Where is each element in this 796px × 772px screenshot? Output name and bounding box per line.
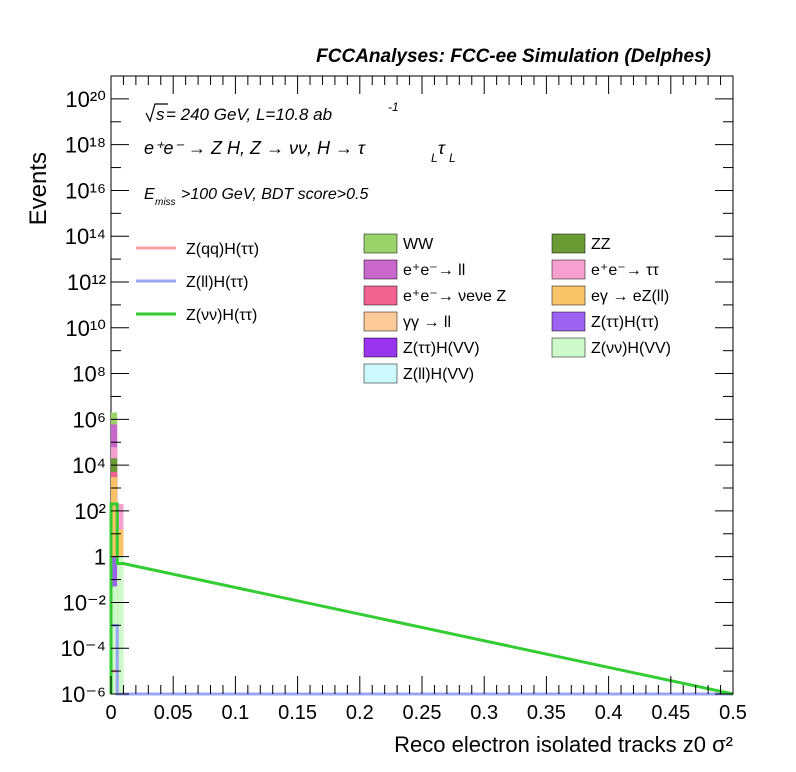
legend-bg-label: Z(ττ)H(VV) (403, 340, 480, 357)
legend-bg-label: WW (403, 236, 434, 253)
y-tick-label: 10⁻⁶ (61, 682, 106, 707)
y-tick-label: 10¹⁶ (65, 178, 106, 203)
legend-bg-label: Z(ττ)H(ττ) (591, 314, 659, 331)
cut-prefix: E (144, 186, 155, 203)
process-text: e⁺e⁻ → Z H, Z → νν, H → τ (144, 138, 366, 158)
legend: Z(qq)H(ττ) Z(ll)H(ττ) Z(νν)H(ττ) WW ZZ e⁺e⁻→ … (136, 233, 671, 384)
legend-bg-label: Z(νν)H(VV) (591, 340, 671, 357)
process-annotation: e⁺e⁻ → Z H, Z → νν, H → τ L τ L (144, 138, 456, 165)
legend-bg-label: e⁺e⁻→ ll (403, 262, 465, 279)
x-axis-title: Reco electron isolated tracks z0 σ² (394, 732, 733, 757)
y-tick-label: 10⁸ (72, 362, 106, 387)
legend-signal-label: Z(qq)H(ττ) (186, 241, 259, 258)
x-tick-label: 0.15 (278, 702, 317, 724)
legend-bg-swatch (551, 259, 586, 280)
process-sub2: L (449, 151, 456, 165)
legend-bg-swatch (551, 233, 586, 254)
y-tick-label: 10² (74, 499, 106, 524)
legend-bg-label: e⁺e⁻→ ττ (591, 262, 659, 279)
legend-bg-swatch (363, 311, 398, 332)
x-tick-label: 0.45 (651, 702, 690, 724)
legend-bg-label: Z(ll)H(VV) (403, 366, 474, 383)
legend-signal-label: Z(νν)H(ττ) (186, 307, 257, 324)
legend-bg-label: ZZ (591, 236, 611, 253)
y-axis-ticks: 10⁻⁶ 10⁻⁴ 10⁻² 1 10² 10⁴ 10⁶ 10⁸ 10¹⁰ 10¹² 10¹⁴ 10¹… (60, 75, 733, 707)
legend-bg-swatch (363, 233, 398, 254)
y-tick-label: 10¹² (67, 270, 106, 295)
y-tick-label: 10⁻⁴ (60, 636, 106, 661)
legend-bg-label: γγ → ll (403, 314, 451, 331)
y-axis-title: Events (25, 152, 52, 225)
x-tick-label: 0.5 (719, 702, 747, 724)
plot-frame (110, 75, 734, 695)
energy-text: = 240 GeV, L=10.8 ab (166, 105, 332, 124)
y-tick-label: 10¹⁰ (65, 316, 106, 341)
legend-bg-swatch (363, 337, 398, 358)
energy-prefix: s (156, 105, 165, 124)
y-tick-label: 1 (94, 545, 106, 570)
energy-annotation: s = 240 GeV, L=10.8 ab -1 (145, 100, 399, 124)
legend-bg-swatch (363, 285, 398, 306)
energy-exponent: -1 (388, 100, 399, 114)
y-tick-label: 10¹⁸ (65, 133, 106, 158)
cut-annotation: E miss >100 GeV, BDT score>0.5 (144, 186, 368, 208)
legend-bg-swatch (551, 337, 586, 358)
y-tick-label: 10⁶ (72, 407, 106, 432)
legend-bg-label: e⁺e⁻→ νeνe Z (403, 288, 506, 305)
x-tick-label: 0.05 (154, 702, 193, 724)
legend-signal-label: Z(ll)H(ττ) (186, 274, 248, 291)
x-tick-label: 0.35 (527, 702, 566, 724)
x-tick-label: 0.25 (403, 702, 442, 724)
process-sub1: L (431, 151, 438, 165)
signal-lines (109, 502, 734, 696)
y-tick-label: 10¹⁴ (65, 224, 106, 249)
legend-bg-swatch (551, 285, 586, 306)
legend-bg-swatch (551, 311, 586, 332)
signal-line (109, 502, 734, 696)
cut-sub: miss (155, 197, 176, 208)
bar-segment (111, 586, 118, 694)
x-tick-label: 0.3 (470, 702, 498, 724)
chart-title: FCCAnalyses: FCC-ee Simulation (Delphes) (316, 46, 711, 67)
y-tick-label: 10²⁰ (65, 87, 106, 112)
legend-bg-swatch (363, 363, 398, 384)
x-tick-label: 0.4 (595, 702, 623, 724)
y-tick-label: 10⁴ (72, 453, 106, 478)
x-axis-ticks: 0 0.05 0.1 0.15 0.2 0.25 0.3 0.35 0.4 0.45 0.5 (105, 76, 747, 724)
x-tick-label: 0.1 (221, 702, 249, 724)
process-tau: τ (438, 138, 446, 158)
legend-bg-label: eγ → eZ(ll) (591, 288, 669, 305)
cut-text: >100 GeV, BDT score>0.5 (181, 186, 368, 203)
x-tick-label: 0 (105, 702, 116, 724)
x-tick-label: 0.2 (346, 702, 374, 724)
legend-bg-swatch (363, 259, 398, 280)
sqrt-symbol (145, 103, 168, 123)
y-tick-label: 10⁻² (63, 590, 106, 615)
